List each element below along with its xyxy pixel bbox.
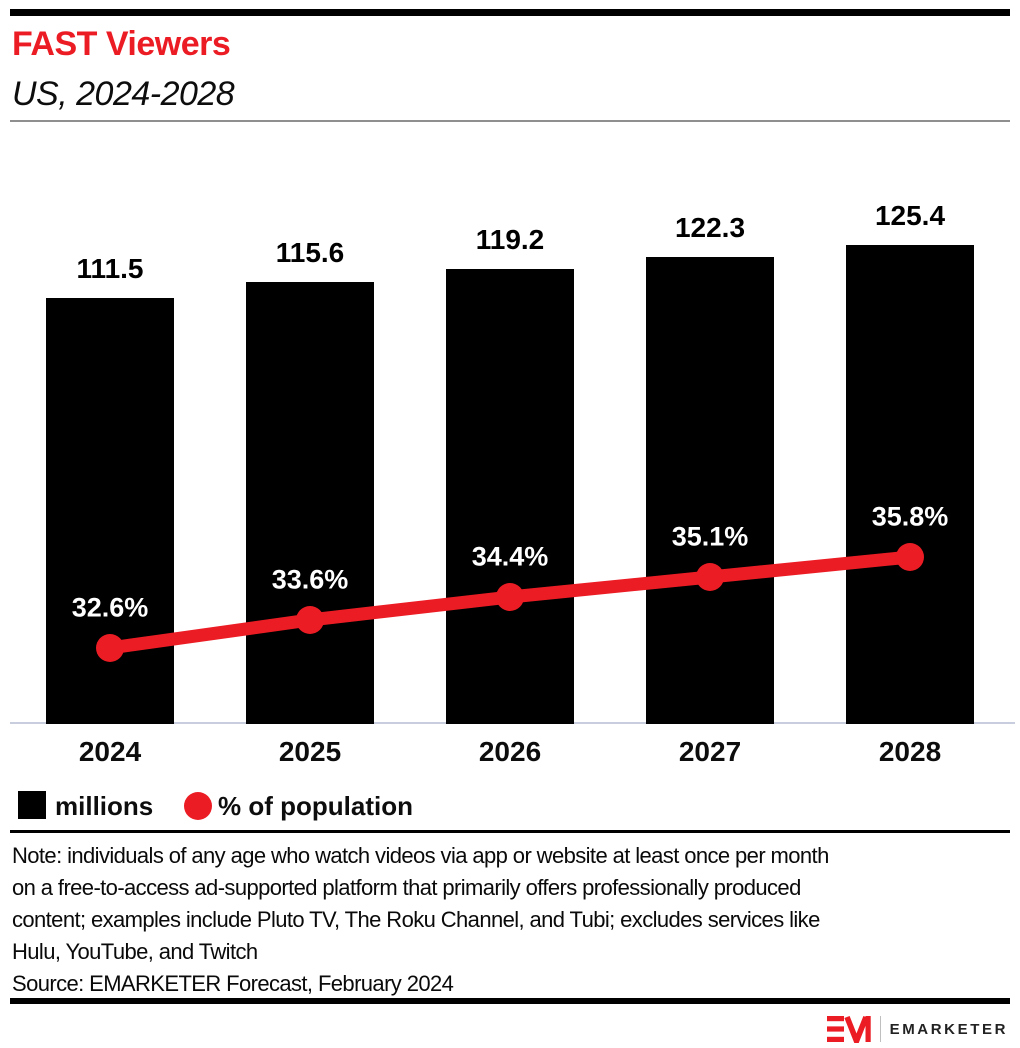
emarketer-logo-mark bbox=[826, 1015, 871, 1043]
legend-swatch-millions bbox=[18, 791, 46, 819]
pct-label-2025: 33.6% bbox=[271, 564, 349, 595]
legend-label-millions: millions bbox=[55, 791, 154, 821]
x-axis-label-2028: 2028 bbox=[878, 736, 942, 767]
bar-2026 bbox=[446, 269, 574, 724]
emarketer-logo-text: EMARKETER bbox=[889, 1020, 1008, 1038]
x-axis-label-2025: 2025 bbox=[278, 736, 342, 767]
top-accent-bar bbox=[10, 9, 1010, 16]
bar-2027 bbox=[646, 257, 774, 724]
bar-2024 bbox=[46, 298, 174, 724]
note-text-line-2: on a free-to-access ad-supported platfor… bbox=[12, 875, 801, 900]
value-label-2026: 119.2 bbox=[475, 224, 545, 255]
bar-2028 bbox=[846, 245, 974, 724]
bar-2025 bbox=[246, 282, 374, 724]
value-label-2028: 125.4 bbox=[874, 200, 946, 231]
pct-label-2024: 32.6% bbox=[71, 592, 149, 623]
chart-subtitle: US, 2024-2028 bbox=[12, 75, 235, 113]
value-label-2027: 122.3 bbox=[674, 212, 746, 243]
x-axis-label-2026: 2026 bbox=[478, 736, 542, 767]
source-text: Source: EMARKETER Forecast, February 202… bbox=[12, 971, 454, 996]
legend-label-population: % of population bbox=[218, 791, 413, 821]
value-label-2024: 111.5 bbox=[76, 253, 144, 284]
note-text-line-3: content; examples include Pluto TV, The … bbox=[12, 907, 820, 932]
header-divider bbox=[10, 120, 1010, 122]
x-axis-label-2024: 2024 bbox=[78, 736, 142, 767]
legend-swatch-population bbox=[184, 792, 212, 820]
chart-title: FAST Viewers bbox=[12, 25, 231, 63]
emarketer-logo: EMARKETER bbox=[826, 1014, 1008, 1044]
logo-divider bbox=[879, 1016, 881, 1042]
pct-label-2027: 35.1% bbox=[671, 521, 749, 552]
note-text-line-1: Note: individuals of any age who watch v… bbox=[12, 843, 829, 868]
x-axis-label-2027: 2027 bbox=[678, 736, 742, 767]
note-text-line-4: Hulu, YouTube, and Twitch bbox=[12, 939, 258, 964]
pct-label-2026: 34.4% bbox=[471, 541, 549, 572]
value-label-2025: 115.6 bbox=[275, 237, 345, 268]
pct-label-2028: 35.8% bbox=[871, 501, 949, 532]
legend-divider bbox=[10, 830, 1010, 833]
bottom-accent-bar bbox=[10, 998, 1010, 1004]
